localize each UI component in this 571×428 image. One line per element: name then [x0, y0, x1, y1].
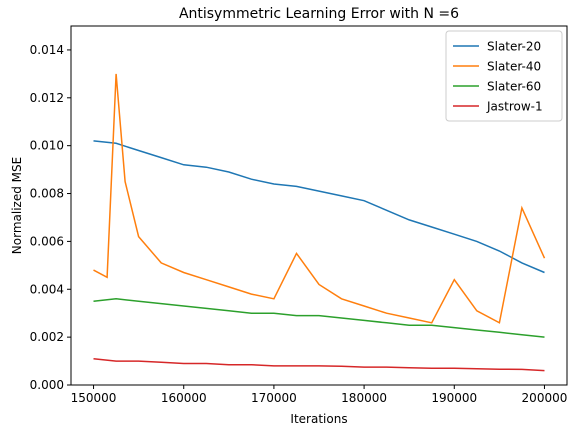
y-axis: 0.000 0.002 0.004 0.006 0.008 0.010 0.012 0.014 [30, 43, 71, 392]
legend-box [445, 30, 563, 122]
legend-label: Jastrow-1 [486, 100, 543, 114]
y-tick-label: 0.012 [30, 91, 64, 105]
legend-label: Slater-60 [487, 80, 541, 94]
legend-label: Slater-40 [487, 60, 541, 74]
x-tick-label: 200000 [522, 391, 568, 405]
plot-frame [70, 25, 568, 386]
x-axis: 150000 160000 170000 180000 190000 200000 [71, 385, 568, 405]
y-axis-label: Normalized MSE [10, 157, 24, 254]
x-tick-label: 150000 [71, 391, 117, 405]
legend: Slater-20 Slater-40 Slater-60 Jastrow-1 [445, 30, 563, 122]
series-line-1 [93, 140, 545, 274]
series-line-4 [93, 357, 545, 372]
chart-title: Antisymmetric Learning Error with N =6 [179, 6, 459, 22]
legend-label: Slater-20 [487, 40, 541, 54]
x-axis-label: Iterations [290, 412, 347, 426]
series-line-3 [93, 298, 545, 338]
series-line-2 [93, 73, 546, 324]
y-tick-label: 0.004 [30, 282, 64, 296]
y-tick-label: 0.002 [30, 330, 64, 344]
series-layer [93, 73, 546, 372]
y-tick-label: 0.008 [30, 187, 64, 201]
y-tick-label: 0.010 [30, 139, 64, 153]
x-tick-label: 170000 [251, 391, 297, 405]
y-tick-label: 0.014 [30, 43, 64, 57]
x-tick-label: 160000 [161, 391, 207, 405]
y-tick-label: 0.000 [30, 378, 64, 392]
x-tick-label: 180000 [341, 391, 387, 405]
x-tick-label: 190000 [431, 391, 477, 405]
y-tick-label: 0.006 [30, 234, 64, 248]
